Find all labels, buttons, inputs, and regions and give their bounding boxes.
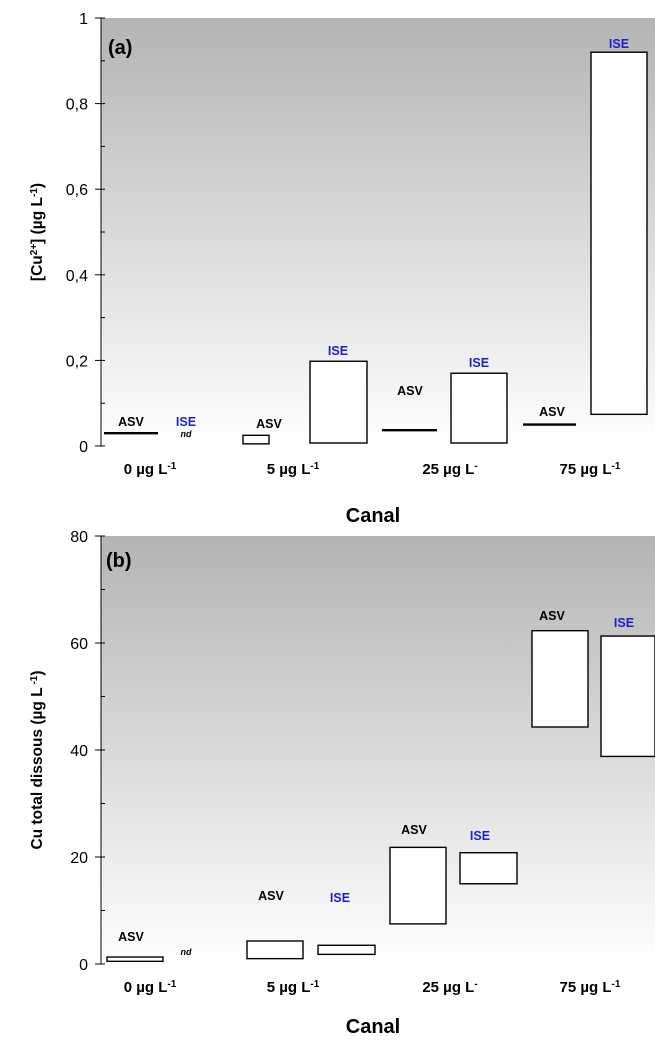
y-tick-label-a-3: 0,6 xyxy=(66,182,88,199)
x-tick-label-a-2: 25 µg L- xyxy=(422,461,477,479)
x-tick-label-b-2: 25 µg L- xyxy=(422,979,477,997)
panel-label-a: (a) xyxy=(108,37,132,59)
bar-label-b-ise-1: ISE xyxy=(330,891,350,905)
x-axis-label-b: Canal xyxy=(346,1016,400,1038)
bar-a-ise-3 xyxy=(591,52,647,414)
bar-a-ise-1 xyxy=(310,361,367,443)
y-tick-label-a-1: 0,2 xyxy=(66,353,88,370)
bar-a-asv-1 xyxy=(243,435,269,444)
plot-area-a xyxy=(101,18,655,446)
nd-annotation-b: nd xyxy=(181,947,192,957)
bar-label-b-ise-2: ISE xyxy=(470,829,490,843)
bar-b-asv-2 xyxy=(390,847,446,924)
bar-label-b-asv-1: ASV xyxy=(258,889,284,903)
x-tick-label-b-0: 0 µg L-1 xyxy=(124,979,177,997)
bar-a-ise-2 xyxy=(451,373,507,443)
x-tick-label-a-0: 0 µg L-1 xyxy=(124,461,177,479)
bar-b-ise-3 xyxy=(601,636,655,756)
y-tick-label-a-0: 0 xyxy=(79,439,88,456)
x-tick-label-b-1: 5 µg L-1 xyxy=(267,979,320,997)
y-tick-label-b-0: 0 xyxy=(79,957,88,974)
bar-b-asv-0 xyxy=(107,957,163,961)
y-tick-label-b-4: 80 xyxy=(70,529,88,546)
bar-label-a-ise-3: ISE xyxy=(609,37,629,51)
y-tick-label-a-4: 0,8 xyxy=(66,97,88,114)
y-tick-label-a-5: 1 xyxy=(79,11,88,28)
bar-label-a-asv-1: ASV xyxy=(256,417,282,431)
bar-label-a-ise-2: ISE xyxy=(469,356,489,370)
bar-label-a-asv-3: ASV xyxy=(539,405,565,419)
x-tick-label-a-3: 75 µg L-1 xyxy=(560,461,621,479)
bar-label-a-asv-2: ASV xyxy=(397,384,423,398)
bar-label-b-ise-3: ISE xyxy=(614,616,634,630)
bar-label-b-asv-0: ASV xyxy=(118,930,144,944)
bar-b-asv-3 xyxy=(532,631,588,727)
bar-label-a-ise-0: ISE xyxy=(176,415,196,429)
bar-label-b-asv-2: ASV xyxy=(401,823,427,837)
panel-label-b: (b) xyxy=(106,550,132,572)
x-tick-label-b-3: 75 µg L-1 xyxy=(560,979,621,997)
y-axis-label-a: [Cu2+] (µg L-1) xyxy=(29,183,47,281)
bar-label-b-asv-3: ASV xyxy=(539,609,565,623)
bar-label-a-ise-1: ISE xyxy=(328,344,348,358)
bar-label-a-asv-0: ASV xyxy=(118,415,144,429)
x-axis-label-a: Canal xyxy=(346,505,400,527)
y-tick-label-b-3: 60 xyxy=(70,636,88,653)
bar-b-ise-1 xyxy=(318,945,375,954)
y-tick-label-b-1: 20 xyxy=(70,850,88,867)
y-tick-label-a-2: 0,4 xyxy=(66,268,88,285)
plot-area-b xyxy=(101,536,655,964)
nd-annotation-a: nd xyxy=(181,429,192,439)
y-tick-label-b-2: 40 xyxy=(70,743,88,760)
bar-b-ise-2 xyxy=(460,853,517,884)
y-axis-label-b: Cu total dissous (µg L -1) xyxy=(29,670,47,849)
panel-b: 0 20 40 60 80 ASV ASV ISE ASV ISE ASV ISE nd (b) Cu… xyxy=(29,529,655,1038)
x-tick-label-a-1: 5 µg L-1 xyxy=(267,461,320,479)
bar-b-asv-1 xyxy=(247,941,303,959)
